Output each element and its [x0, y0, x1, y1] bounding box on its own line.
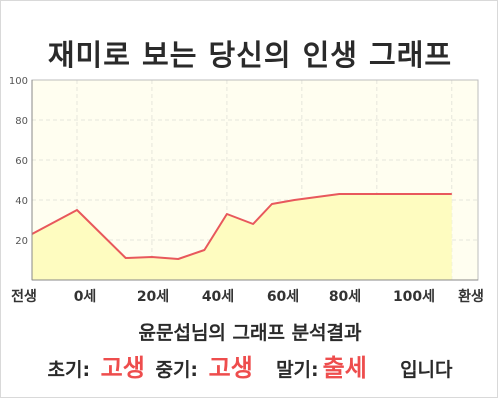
y-tick-label: 100: [9, 76, 28, 87]
x-tick-label: 60세: [267, 289, 299, 305]
y-tick-label: 40: [15, 196, 28, 207]
x-tick-label: 40세: [202, 289, 234, 305]
analysis-title: 윤문섭님의 그래프 분석결과: [138, 322, 362, 344]
result-suffix: 입니다: [400, 359, 453, 381]
page-title: 재미로 보는 당신의 인생 그래프: [47, 38, 453, 72]
x-tick-label: 전생: [11, 288, 37, 305]
middle-value: 고생: [208, 354, 253, 382]
x-tick-label: 20세: [137, 289, 169, 305]
y-tick-label: 60: [15, 156, 28, 167]
x-tick-label: 80세: [329, 289, 361, 305]
life-line-series: [31, 193, 452, 260]
middle-label: 중기:: [155, 359, 199, 381]
early-value: 고생: [100, 354, 145, 382]
late-value: 출세: [322, 354, 367, 382]
x-tick-label: 환생: [458, 288, 484, 305]
x-tick-label: 0세: [74, 289, 97, 305]
early-label: 초기:: [47, 359, 91, 381]
y-tick-label: 20: [15, 236, 28, 247]
analysis-summary: 초기: 고생 중기: 고생 말기: 출세 입니다: [0, 348, 500, 383]
late-label: 말기:: [276, 359, 319, 381]
y-tick-label: 80: [15, 116, 28, 127]
x-tick-label: 100세: [393, 289, 435, 305]
